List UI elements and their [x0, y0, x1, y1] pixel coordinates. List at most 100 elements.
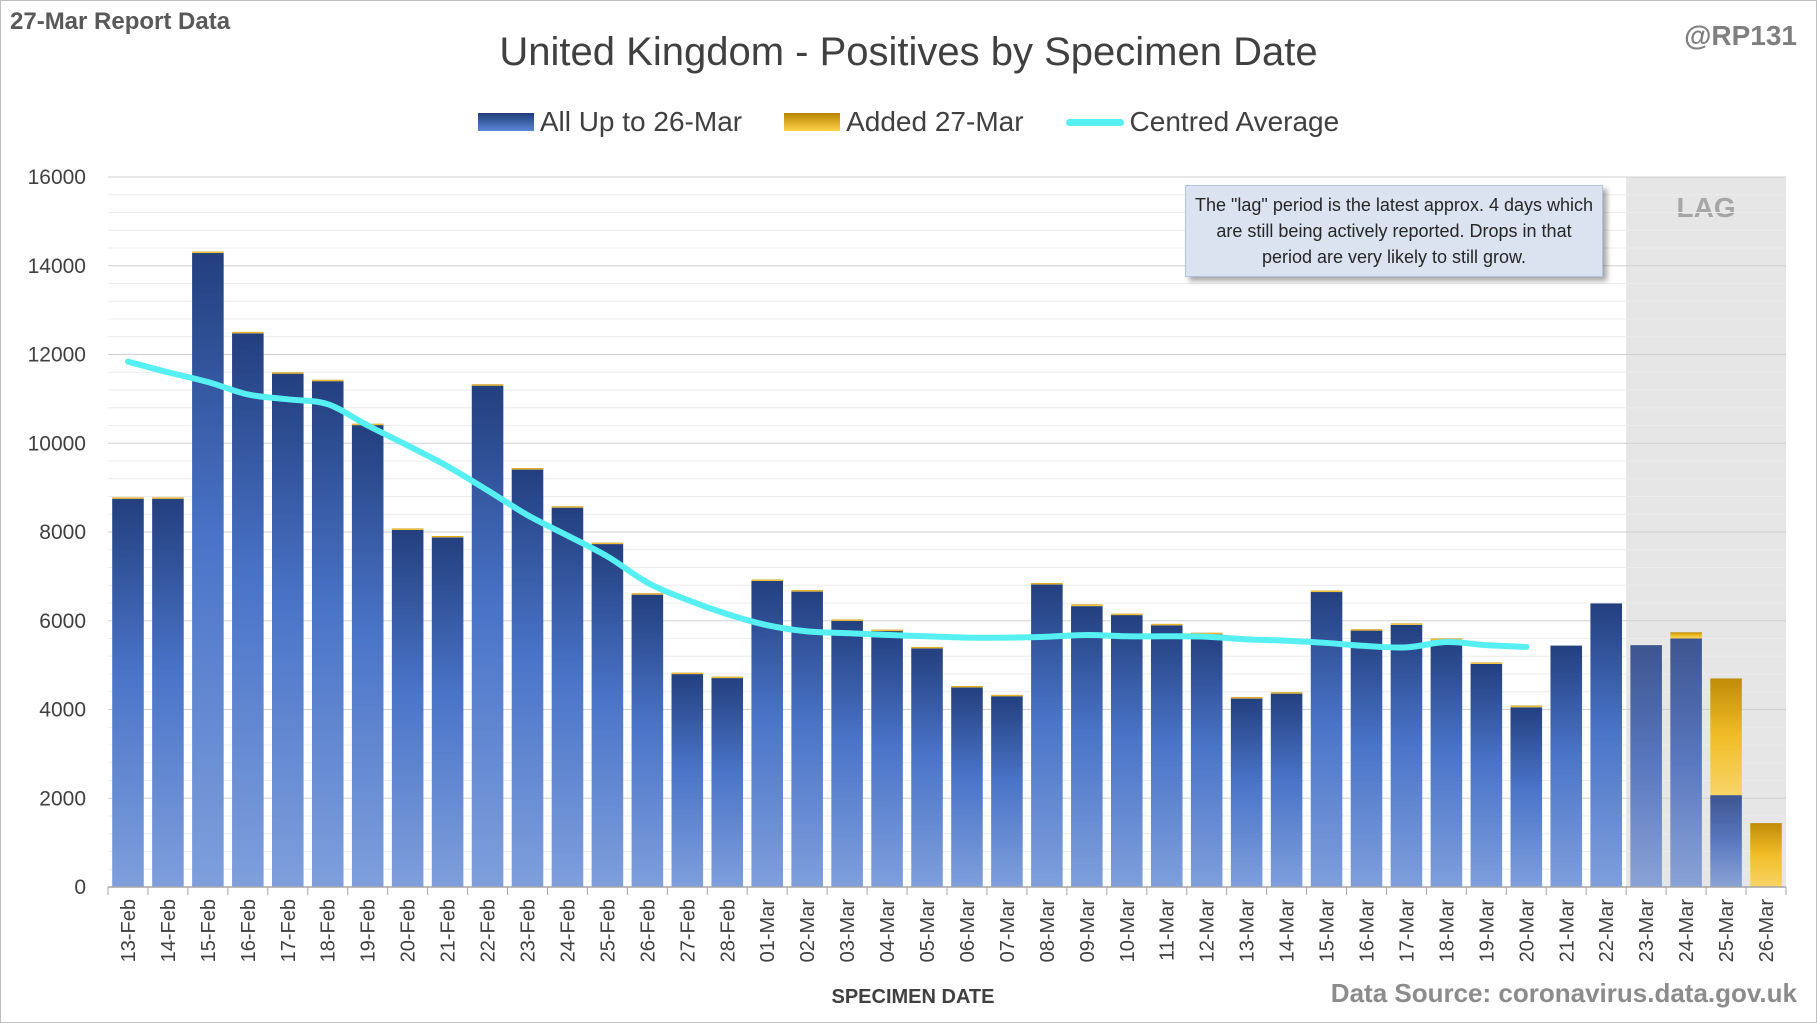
x-tick-label: 15-Mar: [1317, 899, 1339, 963]
bar-added: [1150, 623, 1183, 626]
bar-all-up-to: [1111, 614, 1143, 887]
bar-all-up-to: [871, 630, 903, 887]
bar-added: [871, 629, 903, 632]
y-tick-label: 10000: [28, 432, 86, 455]
x-tick-label: 10-Mar: [1117, 899, 1139, 963]
bar-all-up-to: [751, 580, 783, 887]
bar-all-up-to: [1230, 697, 1263, 887]
bar-added: [471, 384, 504, 386]
x-tick-label: 19-Mar: [1476, 899, 1498, 963]
bar-added: [1390, 623, 1423, 625]
bar-added: [1310, 590, 1343, 593]
bar-all-up-to: [911, 647, 943, 887]
legend-swatch-average: [1065, 118, 1124, 126]
x-tick-label: 17-Feb: [278, 899, 300, 962]
bar-all-up-to: [391, 529, 424, 887]
bar-added: [1111, 613, 1143, 616]
bar-all-up-to: [791, 591, 823, 887]
x-tick-label: 24-Mar: [1676, 899, 1698, 963]
bar-added: [112, 497, 144, 499]
bar-added: [1750, 823, 1782, 887]
bar-added: [1031, 583, 1063, 585]
bar-all-up-to: [351, 424, 384, 887]
legend-label-average: Centred Average: [1129, 106, 1340, 137]
bar-all-up-to: [671, 673, 704, 887]
x-tick-label: 06-Mar: [957, 899, 979, 963]
data-source-note: Data Source: coronavirus.data.gov.uk: [1330, 978, 1797, 1008]
x-tick-label: 13-Feb: [118, 899, 140, 962]
x-tick-label: 21-Feb: [438, 899, 460, 962]
x-tick-label: 07-Mar: [997, 899, 1019, 963]
bar-added: [831, 619, 863, 621]
bar-added: [671, 672, 704, 675]
y-tick-label: 2000: [39, 787, 86, 810]
x-tick-label: 13-Mar: [1237, 899, 1259, 963]
bar-all-up-to: [1590, 603, 1622, 887]
bar-all-up-to: [991, 695, 1023, 887]
bar-all-up-to: [272, 373, 304, 887]
bar-all-up-to: [831, 620, 863, 887]
bar-all-up-to: [152, 498, 184, 887]
x-tick-label: 22-Feb: [478, 899, 500, 962]
bar-added: [192, 251, 224, 254]
bar-added: [391, 528, 424, 530]
x-tick-label: 17-Mar: [1396, 899, 1418, 963]
bar-all-up-to: [1031, 583, 1063, 887]
y-tick-label: 4000: [39, 699, 86, 722]
x-tick-label: 15-Feb: [198, 899, 220, 962]
x-tick-label: 12-Mar: [1197, 899, 1219, 963]
bar-all-up-to: [232, 333, 264, 887]
y-tick-label: 16000: [28, 166, 86, 189]
x-tick-label: 04-Mar: [877, 899, 899, 963]
y-tick-label: 12000: [28, 344, 86, 367]
x-tick-label: 25-Feb: [597, 899, 619, 962]
legend-item-average: Centred Average: [1065, 106, 1340, 138]
bar-all-up-to: [1190, 634, 1223, 887]
bar-all-up-to: [1710, 795, 1742, 887]
bar-added: [1670, 632, 1702, 639]
bar-all-up-to: [631, 594, 664, 887]
x-tick-label: 24-Feb: [557, 899, 579, 962]
bar-added: [551, 506, 584, 508]
x-tick-label: 16-Mar: [1357, 899, 1379, 963]
x-tick-label: 11-Mar: [1157, 899, 1179, 961]
legend-swatch-all-up-to: [477, 113, 534, 131]
bar-all-up-to: [1630, 645, 1662, 887]
x-tick-label: 18-Mar: [1436, 899, 1458, 963]
chart-legend: All Up to 26-Mar Added 27-Mar Centred Av…: [0, 106, 1817, 138]
bar-all-up-to: [1071, 606, 1103, 887]
x-tick-label: 08-Mar: [1037, 899, 1059, 963]
bar-added: [951, 685, 983, 688]
bar-added: [1350, 629, 1383, 631]
x-tick-label: 14-Feb: [158, 899, 180, 962]
bar-all-up-to: [1550, 645, 1583, 887]
bar-all-up-to: [471, 385, 504, 887]
y-tick-label: 6000: [39, 610, 86, 633]
bar-all-up-to: [431, 536, 464, 887]
x-tick-label: 28-Feb: [717, 899, 739, 962]
bar-added: [991, 694, 1023, 697]
bar-all-up-to: [112, 498, 144, 887]
bar-added: [1071, 604, 1103, 607]
bar-all-up-to: [192, 252, 224, 888]
legend-label-all-up-to: All Up to 26-Mar: [539, 106, 743, 137]
bar-all-up-to: [1670, 638, 1702, 887]
legend-item-all-up-to: All Up to 26-Mar: [477, 106, 743, 138]
x-tick-label: 01-Mar: [757, 899, 779, 963]
bar-all-up-to: [551, 507, 584, 887]
legend-item-added: Added 27-Mar: [784, 106, 1024, 138]
bar-all-up-to: [951, 686, 983, 887]
bar-added: [311, 379, 344, 382]
x-tick-label: 27-Feb: [677, 899, 699, 962]
bar-added: [1230, 697, 1263, 699]
x-tick-label: 26-Feb: [637, 899, 659, 962]
bar-all-up-to: [1270, 693, 1303, 887]
x-tick-label: 23-Feb: [518, 899, 540, 962]
bar-added: [511, 468, 544, 470]
x-tick-label: 25-Mar: [1716, 899, 1738, 963]
bar-added: [1510, 705, 1543, 708]
bar-all-up-to: [1470, 663, 1503, 887]
bar-added: [711, 676, 744, 679]
author-handle: @RP131: [1684, 20, 1797, 51]
